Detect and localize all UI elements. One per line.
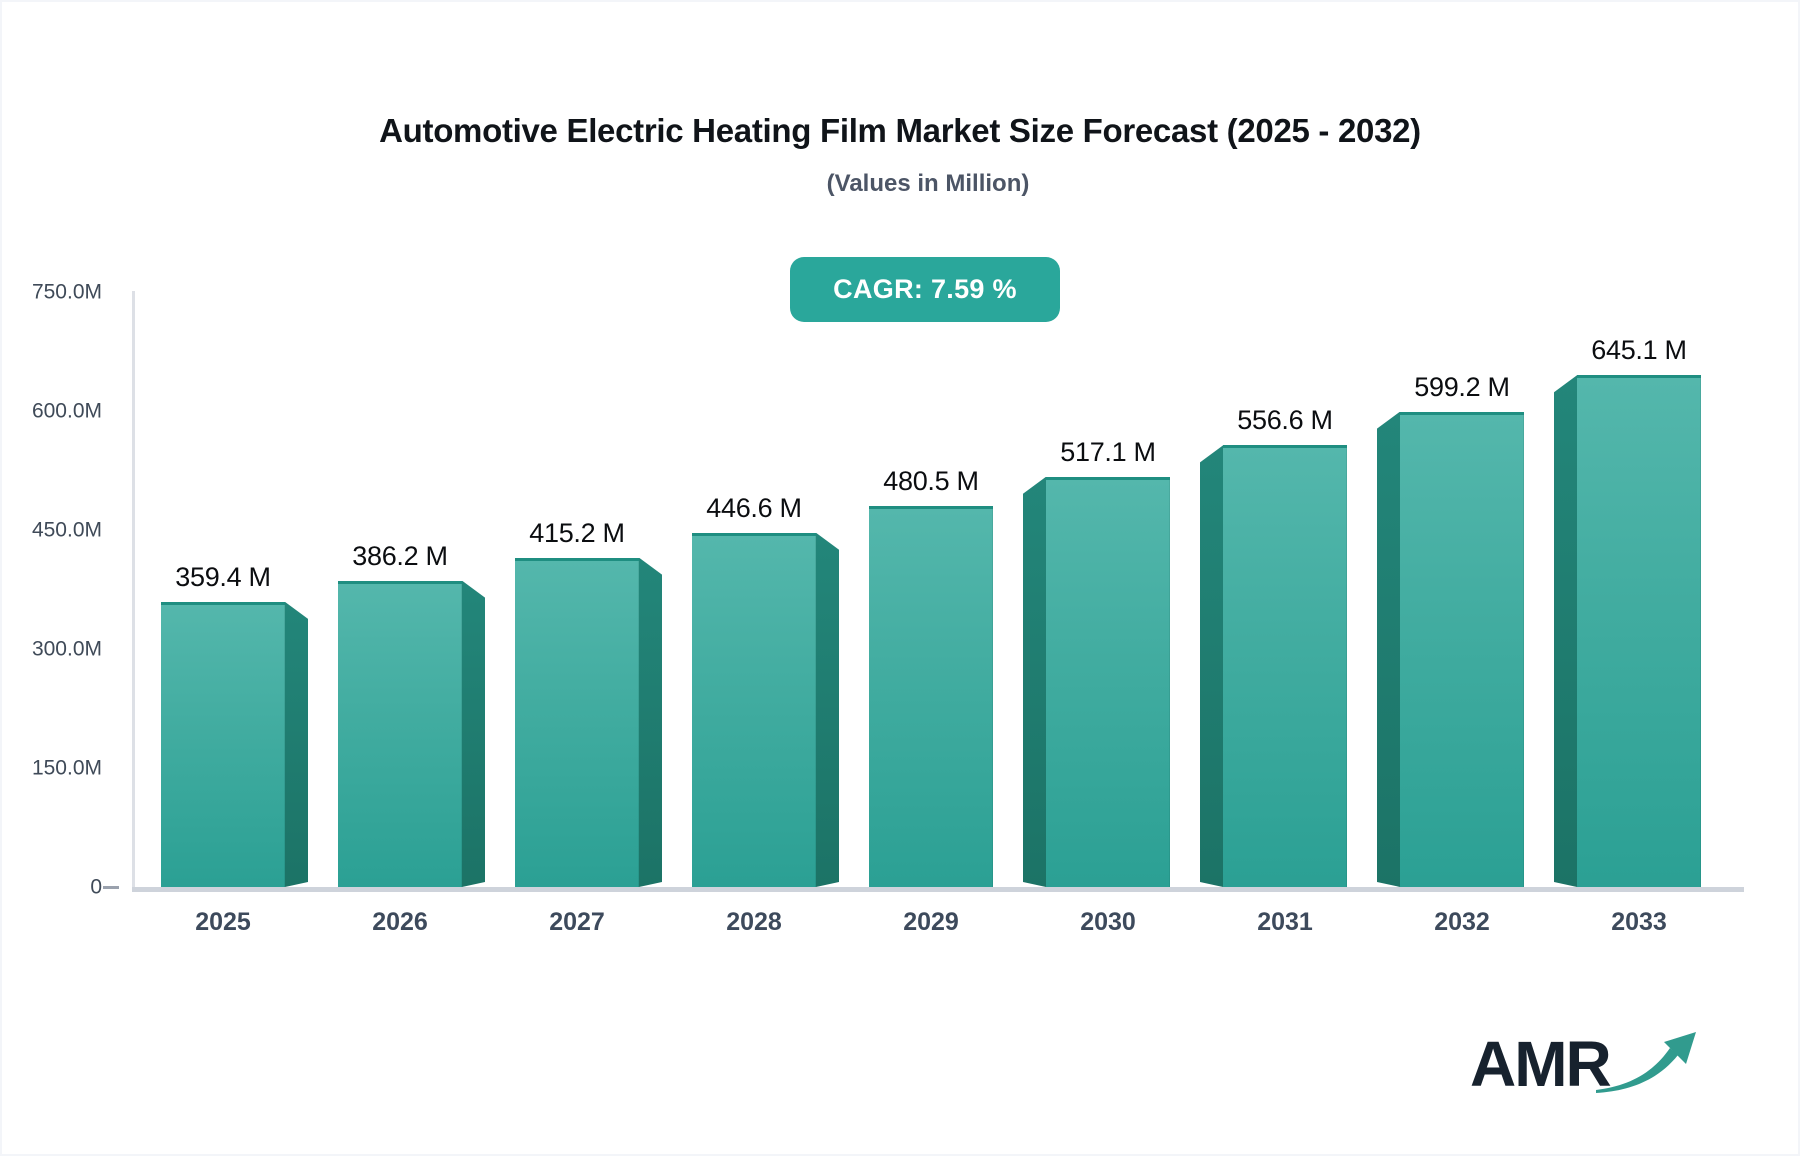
x-tick-label: 2028 (726, 908, 782, 936)
y-tick-label: 300.0M (31, 637, 102, 661)
bar-side-face (816, 533, 839, 887)
bar-side-face (1377, 412, 1400, 887)
bar-2025[interactable] (161, 601, 285, 887)
bar-side-face (1554, 375, 1577, 887)
x-tick-label: 2029 (903, 908, 959, 936)
bar-2029[interactable] (869, 505, 993, 887)
bar-value-label: 645.1 M (1591, 335, 1687, 366)
cagr-badge-label: CAGR: 7.59 % (833, 274, 1017, 304)
bar-value-label: 359.4 M (175, 561, 271, 592)
y-tick-label: 600.0M (31, 399, 102, 423)
x-tick-label: 2025 (195, 908, 251, 936)
bar-side-face (1200, 445, 1223, 887)
bar-2027[interactable] (515, 557, 639, 887)
bar-side-face (1023, 477, 1046, 887)
y-tick-label: 750.0M (31, 280, 102, 304)
chart-title: Automotive Electric Heating Film Market … (379, 112, 1421, 149)
bar-value-label: 480.5 M (883, 465, 979, 496)
x-tick-label: 2026 (372, 908, 428, 936)
x-tick-label: 2027 (549, 908, 605, 936)
bar-2030[interactable] (1046, 476, 1170, 887)
cagr-badge: CAGR: 7.59 % (790, 257, 1060, 322)
bar-value-label: 599.2 M (1414, 371, 1510, 402)
trend-up-arrow-icon (1596, 1032, 1696, 1093)
bar-2026[interactable] (338, 580, 462, 887)
bar-value-label: 415.2 M (529, 517, 625, 548)
y-tick-label: 0 (90, 875, 102, 899)
x-tick-label: 2033 (1611, 908, 1667, 936)
x-tick-label: 2032 (1434, 908, 1490, 936)
chart-subtitle: (Values in Million) (826, 170, 1030, 197)
amr-logo-text: AMR (1470, 1028, 1612, 1100)
amr-logo: AMR (1470, 1026, 1700, 1106)
bar-2033[interactable] (1577, 375, 1701, 887)
bar-2028[interactable] (692, 532, 816, 887)
bar-value-label: 386.2 M (352, 540, 448, 571)
bar-value-label: 517.1 M (1060, 436, 1156, 467)
y-tick-label: 150.0M (31, 756, 102, 780)
bar-value-label: 446.6 M (706, 492, 802, 523)
x-tick-label: 2030 (1080, 908, 1136, 936)
bar-2032[interactable] (1400, 411, 1524, 887)
x-axis-line (132, 887, 1744, 892)
zero-tick-mark (103, 886, 119, 889)
bar-side-face (462, 581, 485, 887)
y-axis-line (132, 291, 135, 892)
bar-side-face (285, 602, 308, 887)
bar-value-label: 556.6 M (1237, 405, 1333, 436)
x-tick-label: 2031 (1257, 908, 1313, 936)
y-tick-label: 450.0M (31, 518, 102, 542)
bar-side-face (639, 558, 662, 887)
bar-2031[interactable] (1223, 445, 1347, 887)
